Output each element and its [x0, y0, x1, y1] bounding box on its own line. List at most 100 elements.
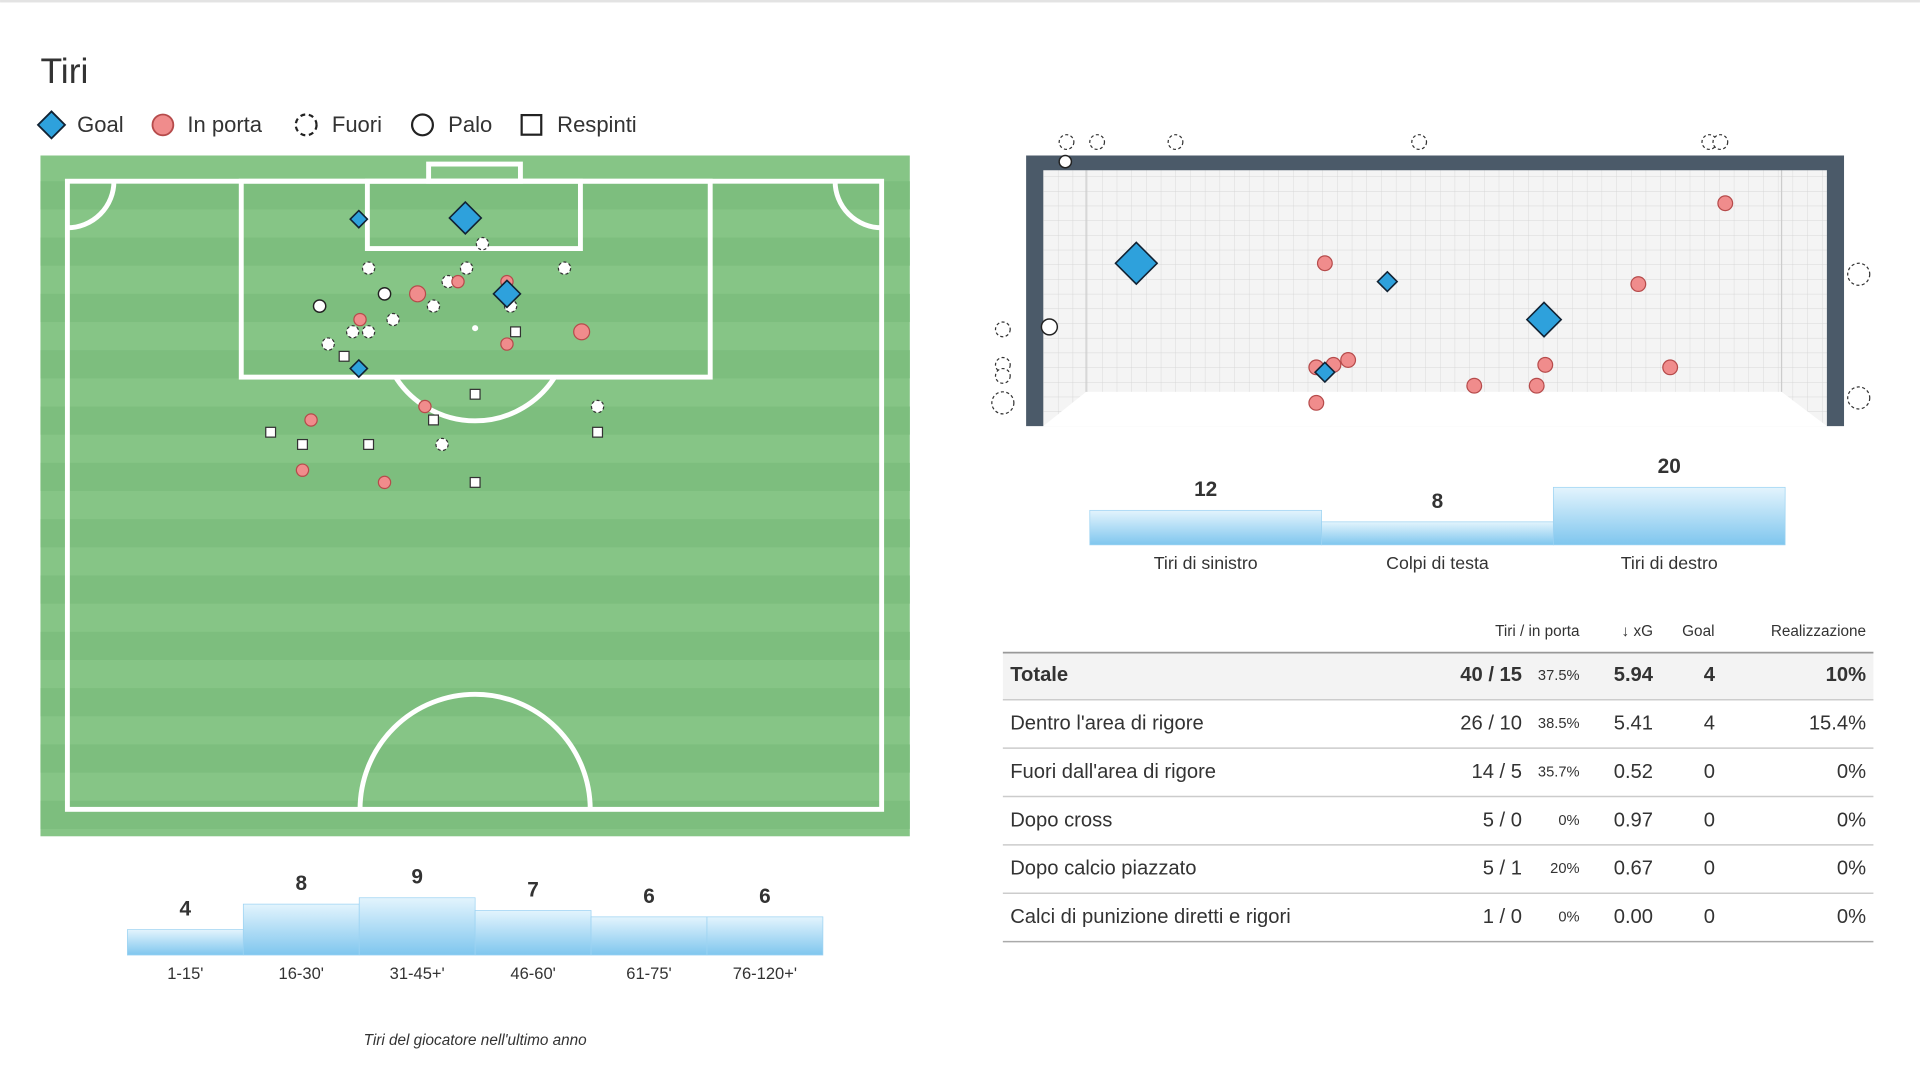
legend-label: Goal — [77, 112, 124, 137]
bar-category-label: Tiri di sinistro — [1154, 553, 1258, 573]
total-row-bg — [1002, 652, 1874, 700]
shot-off-target — [459, 261, 474, 275]
legend-label: Fuori — [332, 112, 382, 137]
row-cell: 0.52 — [1614, 761, 1653, 783]
shot-off-target — [557, 261, 572, 275]
bar-category-label: 46-60' — [510, 964, 555, 983]
table-header: Tiri / in porta — [1495, 623, 1580, 640]
row-label: Dentro l'area di rigore — [1010, 713, 1204, 735]
bar-value-label: 9 — [411, 866, 423, 889]
page-title: Tiri — [40, 51, 88, 91]
shot-on-target — [451, 274, 465, 289]
row-cell: 0% — [1837, 858, 1866, 880]
row-cell: 0.00 — [1614, 906, 1653, 928]
row-cell: 4 — [1704, 713, 1715, 735]
corner-arc — [67, 181, 117, 231]
shot-blocked — [363, 438, 375, 450]
shot-blocked — [469, 476, 481, 488]
shot-blocked — [469, 388, 481, 400]
legend-blocked-icon — [520, 113, 543, 136]
row-cell: 10% — [1826, 664, 1866, 686]
shot-off-target — [1089, 134, 1106, 150]
row-cell: 1 / 0 — [1483, 906, 1522, 928]
row-cell: 5 / 1 — [1483, 858, 1522, 880]
shot-on-target — [1340, 352, 1357, 368]
pitch-bg — [40, 155, 910, 837]
shot-off-target — [1847, 386, 1871, 410]
row-cell: 15.4% — [1809, 713, 1866, 735]
row-cell: 0.97 — [1614, 809, 1653, 831]
bar-value-label: 6 — [759, 885, 771, 908]
legend-onTarget-icon — [151, 113, 175, 137]
bar-value-label: 20 — [1658, 455, 1681, 478]
shot-off-target — [435, 437, 449, 452]
shot-on-target — [377, 475, 392, 490]
shot-on-target — [409, 285, 427, 303]
shot-off-target — [426, 299, 441, 313]
shot-on-target — [500, 337, 514, 351]
row-label: Totale — [1010, 664, 1068, 686]
row-label: Dopo calcio piazzato — [1010, 858, 1196, 880]
shot-on-target — [1316, 255, 1333, 272]
penalty-spot — [472, 325, 479, 332]
shot-off-target — [345, 325, 360, 339]
caption: Tiri del giocatore nell'ultimo anno — [364, 1032, 588, 1049]
bar-value-label: 8 — [1432, 490, 1444, 513]
shot-on-target — [304, 413, 318, 427]
bar — [242, 903, 360, 956]
bar-category-label: 16-30' — [279, 964, 324, 983]
shot-blocked — [510, 326, 522, 338]
shot-post — [1040, 318, 1059, 336]
table-header: Goal — [1682, 623, 1714, 640]
shot-on-target — [295, 463, 310, 477]
row-cell: 0 — [1704, 858, 1715, 880]
bar-category-label: 31-45+' — [390, 964, 445, 983]
row-cell: 0% — [1837, 809, 1866, 831]
row-cell: 4 — [1704, 664, 1716, 686]
row-cell: 0 — [1704, 761, 1715, 783]
shot-post — [1058, 154, 1073, 169]
centre-circle — [357, 691, 593, 810]
bar-category-label: Tiri di destro — [1621, 553, 1718, 573]
legend-goal-icon — [36, 110, 67, 140]
shot-goal — [1313, 361, 1336, 384]
shot-off-target — [590, 399, 605, 414]
corner-arc — [832, 181, 882, 231]
net-grid — [1043, 170, 1827, 427]
top-border — [0, 0, 1920, 3]
table-header: Realizzazione — [1771, 623, 1866, 640]
shot-off-target — [994, 321, 1011, 338]
bar-value-label: 8 — [295, 872, 307, 895]
row-cell: 5.94 — [1614, 664, 1654, 686]
shot-off-target — [321, 337, 335, 351]
row-cell: 0.67 — [1614, 858, 1653, 880]
charts: 4 1-15' 8 16-30' 9 31-45+' 7 46-60' 6 61-75' 6 76-1… — [127, 455, 1786, 983]
bar-category-label: 61-75' — [626, 964, 671, 983]
table-header: ↓ xG — [1622, 623, 1653, 640]
shot-goal — [1525, 301, 1563, 338]
row-cell: 0% — [1558, 813, 1579, 829]
pitch — [40, 155, 910, 837]
legend-off-icon — [294, 113, 318, 137]
shot-goal — [349, 209, 369, 229]
shot-blocked — [296, 438, 308, 450]
shot-off-target — [475, 236, 490, 251]
shot-goal — [349, 358, 369, 379]
shot-on-target — [1662, 359, 1679, 376]
legend-label: Palo — [448, 112, 492, 137]
bar — [706, 916, 824, 956]
bar — [127, 929, 244, 956]
shot-off-target — [1411, 134, 1428, 150]
row-cell: 0% — [1558, 910, 1579, 926]
bar — [1552, 486, 1786, 546]
bar-category-label: 1-15' — [167, 964, 203, 983]
shot-blocked — [427, 414, 440, 426]
row-cell: 0% — [1837, 761, 1866, 783]
goal-shots — [991, 134, 1871, 415]
goal-ground — [1043, 391, 1827, 427]
row-cell: 38.5% — [1538, 716, 1580, 732]
shot-post — [312, 299, 327, 313]
shot-on-target — [573, 323, 591, 341]
